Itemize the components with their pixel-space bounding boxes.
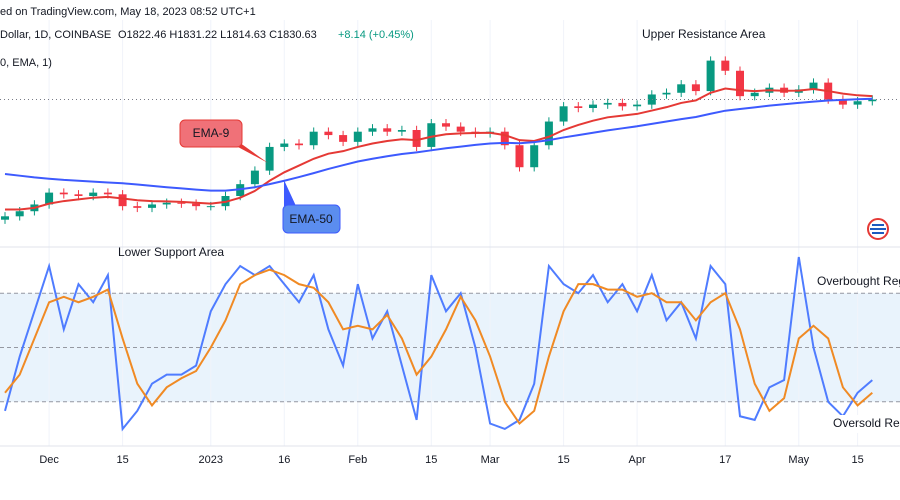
indicator: 0, EMA, 1): [0, 57, 52, 69]
candle-body: [868, 99, 877, 102]
candle-body: [706, 60, 715, 92]
candle-body: [1, 216, 9, 220]
candle-body: [618, 102, 627, 107]
candle-body: [309, 131, 318, 146]
candle-body: [721, 60, 730, 71]
candle-body: [530, 145, 539, 168]
candle-body: [647, 94, 656, 105]
callout-pointer: [236, 140, 268, 163]
x-tick-label: Apr: [629, 454, 646, 466]
candle-body: [162, 202, 171, 205]
ohlc: O1822.46 H1831.22 L1814.63 C1830.63: [118, 29, 317, 41]
x-tick-label: 16: [278, 454, 290, 466]
candle-body: [603, 102, 612, 105]
candle-body: [89, 192, 98, 196]
ema-line: [5, 87, 873, 211]
candle-body: [633, 104, 642, 107]
callout-label: EMA-50: [289, 212, 333, 226]
candle-body: [59, 192, 68, 195]
candle-body: [383, 128, 392, 132]
x-tick-label: Dec: [39, 454, 59, 466]
candle-body: [559, 106, 568, 122]
x-tick-label: Mar: [481, 454, 500, 466]
stoch-line: [4, 268, 873, 426]
candle-body: [324, 131, 333, 136]
x-tick-label: 15: [557, 454, 569, 466]
x-tick-label: 15: [116, 454, 128, 466]
candle-body: [544, 121, 553, 146]
callout-box: [282, 204, 341, 234]
x-tick-label: May: [788, 454, 809, 466]
stoch-line: [4, 256, 873, 432]
candle-body: [368, 128, 377, 132]
candle-body: [691, 84, 700, 92]
candle-body: [809, 82, 818, 90]
candle-body: [133, 206, 142, 208]
candle-body: [589, 104, 597, 108]
logo: [867, 218, 889, 240]
candle-body: [295, 143, 303, 146]
change: +8.14 (+0.45%): [338, 29, 414, 41]
candle-body: [662, 92, 671, 95]
annotation: Oversold Reg: [833, 416, 900, 430]
x-tick-label: 15: [851, 454, 863, 466]
candle-body: [15, 211, 24, 217]
candle-body: [148, 204, 156, 208]
candle-body: [677, 84, 686, 93]
candle-body: [838, 99, 847, 105]
annotation: Overbought Reg: [817, 274, 900, 288]
x-tick-label: 17: [719, 454, 731, 466]
candle-body: [456, 126, 465, 132]
callout-box: [179, 119, 243, 148]
candle-body: [265, 146, 274, 171]
candle-body: [250, 170, 259, 185]
candle-body: [412, 130, 421, 147]
candle-body: [103, 192, 112, 195]
candle-body: [427, 123, 436, 147]
x-tick-label: Feb: [348, 454, 367, 466]
callout-pointer: [284, 180, 296, 206]
candle-body: [192, 203, 201, 207]
candle-body: [177, 202, 186, 204]
candle-body: [74, 194, 83, 196]
watermark: ed on TradingView.com, May 18, 2023 08:5…: [0, 6, 256, 18]
candle-body: [353, 131, 362, 142]
candle-body: [853, 101, 862, 105]
candle-body: [206, 206, 215, 208]
candle-body: [280, 143, 289, 147]
candle-body: [118, 194, 127, 207]
candle-body: [442, 123, 450, 127]
x-tick-label: 2023: [199, 454, 223, 466]
candle-body: [736, 70, 744, 97]
ema-line: [4, 97, 873, 192]
candle-body: [515, 145, 524, 168]
label-bg: [812, 273, 900, 291]
symbol: Dollar, 1D, COINBASE: [0, 29, 111, 41]
candle-body: [339, 135, 348, 142]
annotation: Upper Resistance Area: [642, 27, 766, 41]
candle-body: [397, 130, 406, 132]
x-tick-label: 15: [425, 454, 437, 466]
candle-body: [45, 192, 54, 205]
annotation: Lower Support Area: [118, 245, 224, 259]
candle-body: [750, 92, 759, 97]
label-bg: [828, 415, 900, 433]
callout-label: EMA-9: [193, 126, 230, 140]
candle-body: [500, 131, 509, 146]
candle-body: [574, 106, 583, 108]
